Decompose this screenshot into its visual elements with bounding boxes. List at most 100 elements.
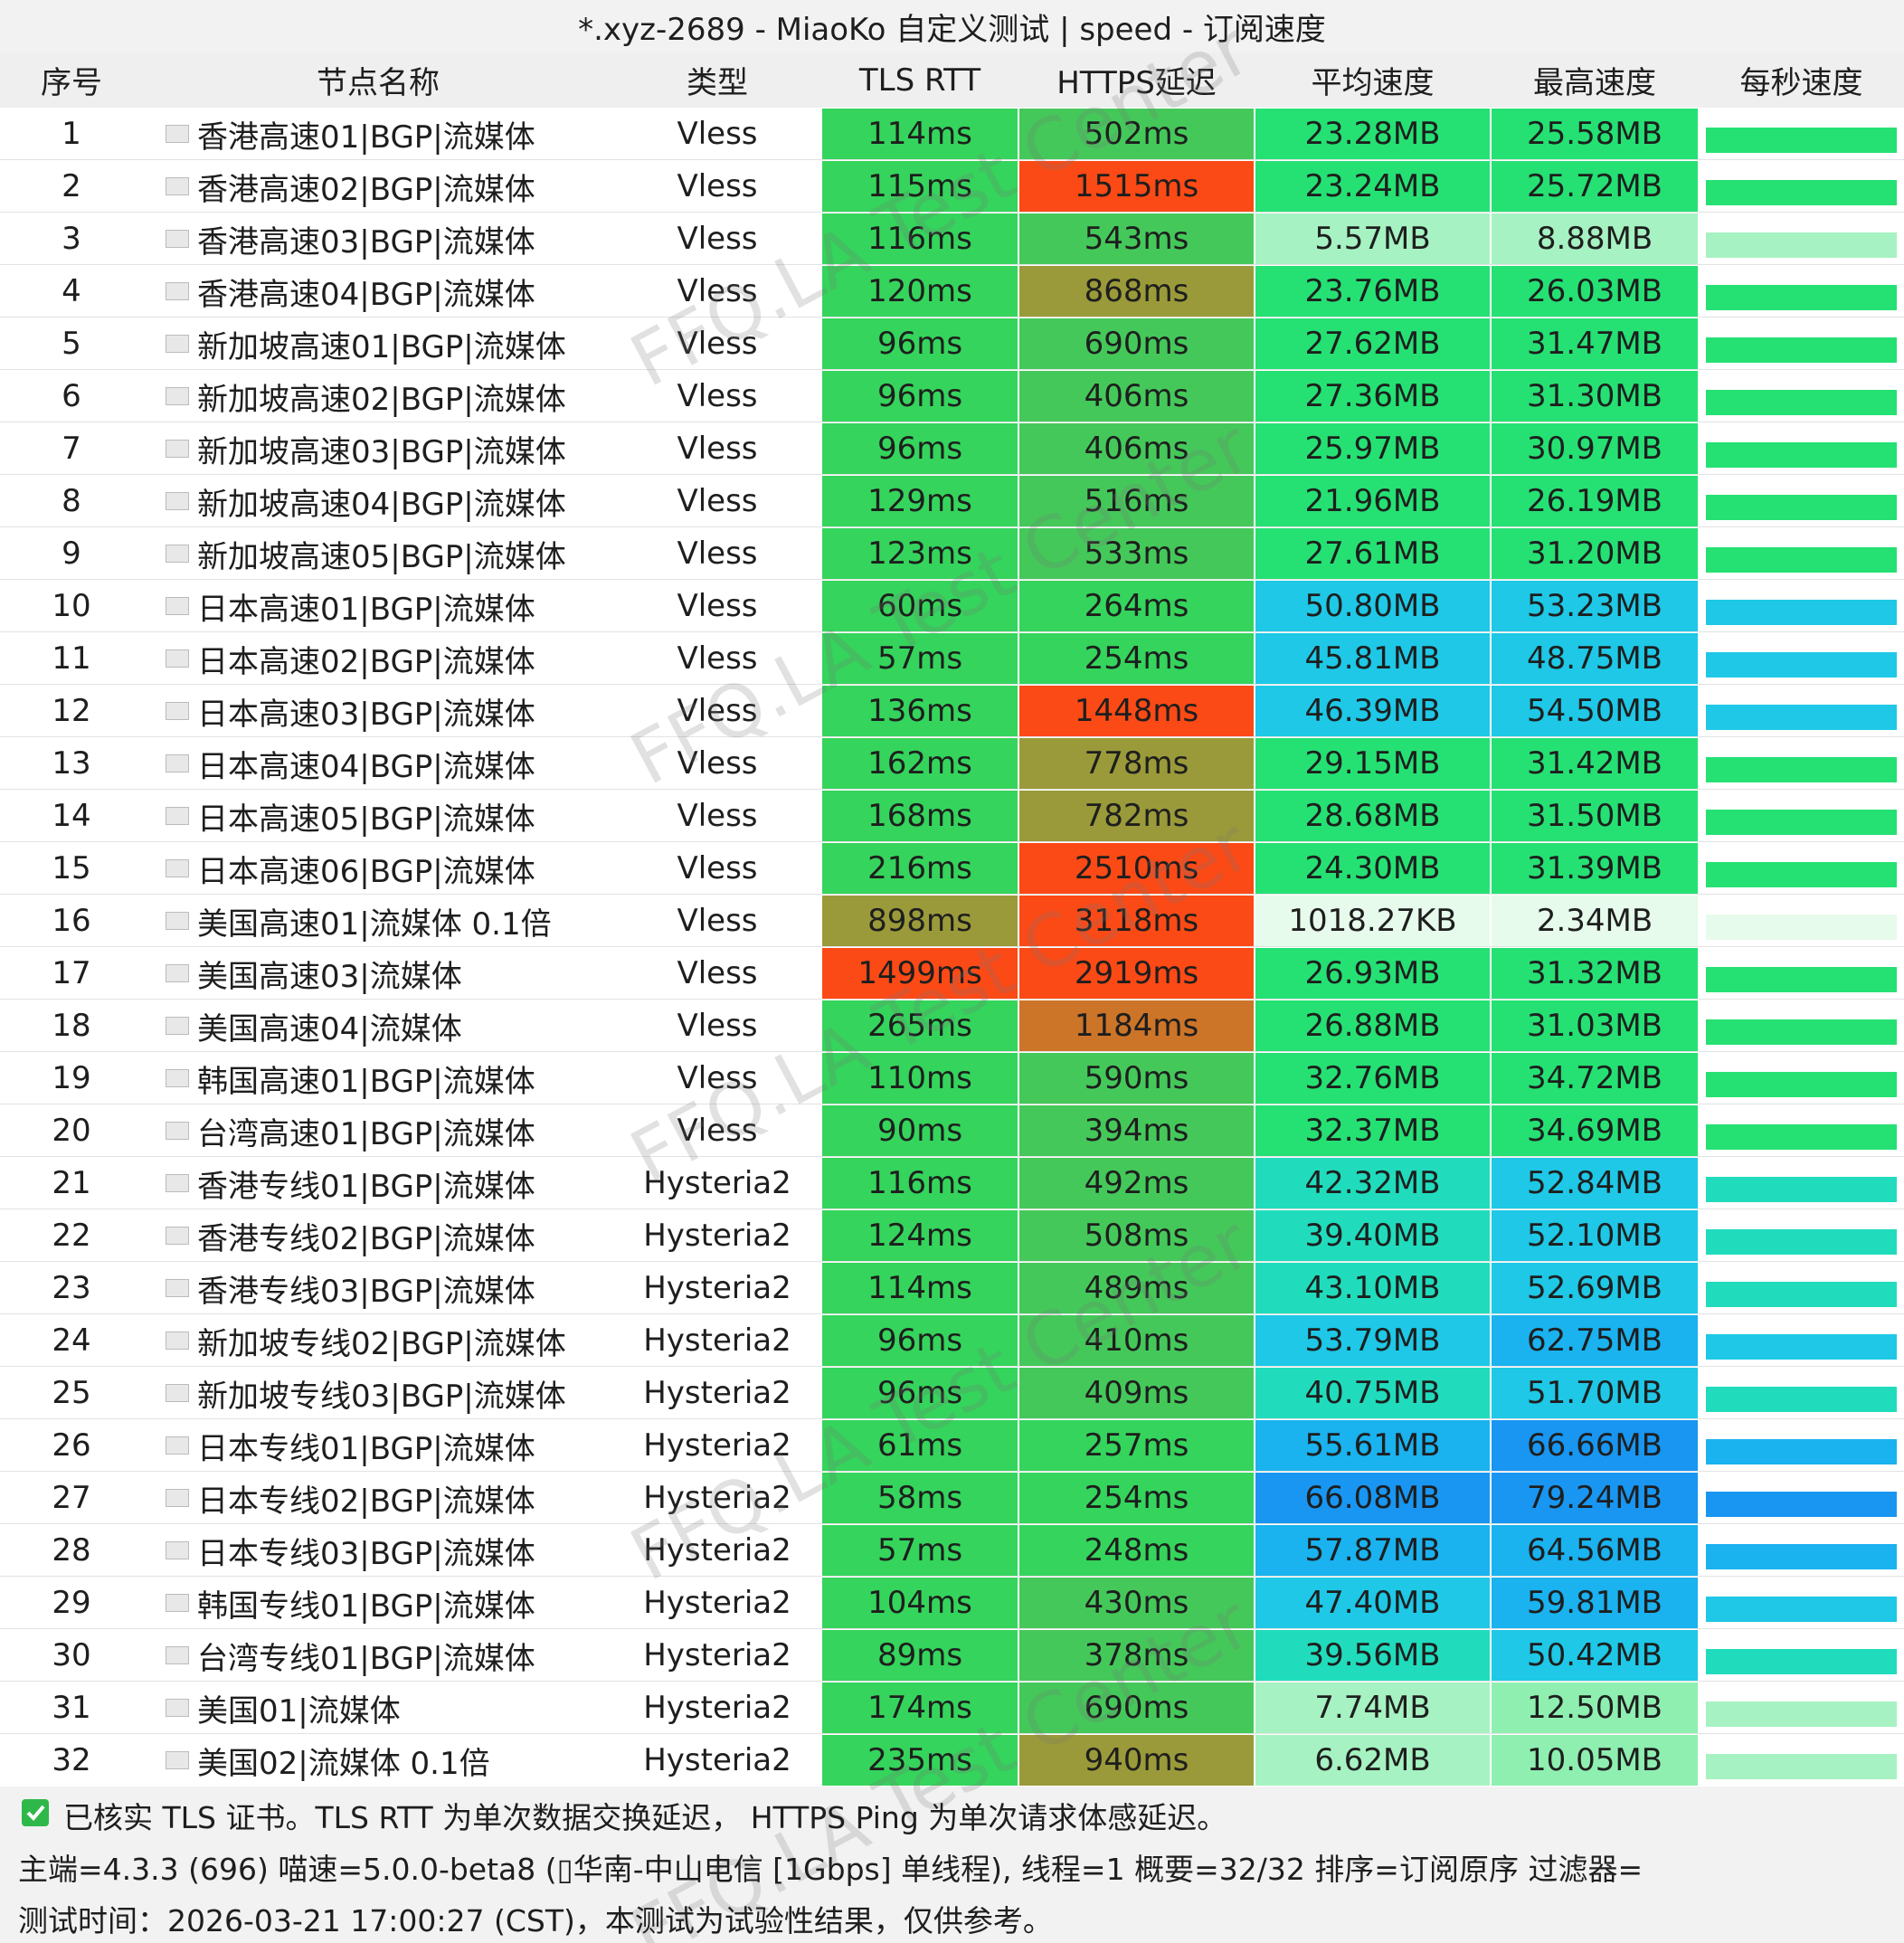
row-divider <box>0 1208 1904 1209</box>
metric-cell: 508ms <box>1019 1210 1254 1261</box>
metric-cell: 31.03MB <box>1492 1000 1698 1051</box>
metric-cell: 3118ms <box>1019 896 1254 946</box>
speed-graph <box>1706 1177 1897 1202</box>
metric-cell: 23.76MB <box>1255 266 1490 317</box>
protocol: Vless <box>613 213 821 264</box>
metric-cell: 59.81MB <box>1492 1578 1698 1628</box>
metric-cell: 50.42MB <box>1492 1630 1698 1681</box>
row-index: 17 <box>0 948 143 999</box>
row-divider <box>0 579 1904 580</box>
speed-graph <box>1706 1229 1897 1255</box>
metric-cell: 89ms <box>822 1630 1018 1681</box>
metric-cell: 378ms <box>1019 1630 1254 1681</box>
flag-icon <box>166 649 189 668</box>
metric-cell: 27.36MB <box>1255 371 1490 422</box>
metric-cell: 120ms <box>822 266 1018 317</box>
metric-cell: 114ms <box>822 1263 1018 1313</box>
row-divider <box>0 1313 1904 1314</box>
metric-cell: 66.08MB <box>1255 1473 1490 1523</box>
metric-cell: 31.32MB <box>1492 948 1698 999</box>
metric-cell: 45.81MB <box>1255 633 1490 684</box>
column-header: 类型 <box>613 52 821 108</box>
metric-cell: 31.47MB <box>1492 318 1698 369</box>
metric-cell: 30.97MB <box>1492 423 1698 474</box>
metric-cell: 25.97MB <box>1255 423 1490 474</box>
flag-icon <box>166 702 189 720</box>
metric-cell: 2510ms <box>1019 843 1254 894</box>
metric-cell: 264ms <box>1019 581 1254 631</box>
metric-cell: 90ms <box>822 1105 1018 1156</box>
row-divider <box>0 369 1904 370</box>
protocol: Vless <box>613 791 821 841</box>
flag-icon <box>166 1279 189 1297</box>
flag-icon <box>166 282 189 300</box>
speed-graph <box>1706 1019 1897 1045</box>
row-index: 19 <box>0 1053 143 1104</box>
metric-cell: 52.69MB <box>1492 1263 1698 1313</box>
node-name: 新加坡专线02|BGP|流媒体 <box>143 1315 613 1366</box>
protocol: Vless <box>613 843 821 894</box>
row-index: 22 <box>0 1210 143 1261</box>
row-divider <box>0 1733 1904 1734</box>
row-index: 12 <box>0 686 143 736</box>
node-name: 新加坡专线03|BGP|流媒体 <box>143 1368 613 1418</box>
metric-cell: 58ms <box>822 1473 1018 1523</box>
metric-cell: 394ms <box>1019 1105 1254 1156</box>
metric-cell: 25.58MB <box>1492 109 1698 159</box>
metric-cell: 47.40MB <box>1255 1578 1490 1628</box>
metric-cell: 5.57MB <box>1255 213 1490 264</box>
metric-cell: 66.66MB <box>1492 1420 1698 1471</box>
row-index: 21 <box>0 1158 143 1208</box>
row-divider <box>0 1366 1904 1367</box>
node-name: 新加坡高速01|BGP|流媒体 <box>143 318 613 369</box>
metric-cell: 79.24MB <box>1492 1473 1698 1523</box>
metric-cell: 533ms <box>1019 528 1254 579</box>
protocol: Vless <box>613 948 821 999</box>
metric-cell: 502ms <box>1019 109 1254 159</box>
node-name: 日本专线03|BGP|流媒体 <box>143 1525 613 1576</box>
metric-cell: 52.10MB <box>1492 1210 1698 1261</box>
metric-cell: 26.93MB <box>1255 948 1490 999</box>
metric-cell: 782ms <box>1019 791 1254 841</box>
metric-cell: 27.61MB <box>1255 528 1490 579</box>
protocol: Vless <box>613 109 821 159</box>
metric-cell: 265ms <box>822 1000 1018 1051</box>
protocol: Hysteria2 <box>613 1368 821 1418</box>
speed-graph <box>1706 1649 1897 1674</box>
protocol: Vless <box>613 1105 821 1156</box>
flag-icon <box>166 1594 189 1612</box>
column-header: 平均速度 <box>1255 52 1491 108</box>
row-index: 14 <box>0 791 143 841</box>
metric-cell: 116ms <box>822 213 1018 264</box>
node-name: 香港专线01|BGP|流媒体 <box>143 1158 613 1208</box>
metric-cell: 254ms <box>1019 1473 1254 1523</box>
metric-cell: 7.74MB <box>1255 1682 1490 1733</box>
metric-cell: 53.23MB <box>1492 581 1698 631</box>
metric-cell: 21.96MB <box>1255 476 1490 526</box>
row-divider <box>0 1576 1904 1577</box>
speed-graph <box>1706 705 1897 730</box>
column-header: 序号 <box>0 52 143 108</box>
node-name: 新加坡高速03|BGP|流媒体 <box>143 423 613 474</box>
metric-cell: 23.24MB <box>1255 161 1490 212</box>
flag-icon <box>166 964 189 982</box>
node-name: 香港专线03|BGP|流媒体 <box>143 1263 613 1313</box>
metric-cell: 257ms <box>1019 1420 1254 1471</box>
metric-cell: 124ms <box>822 1210 1018 1261</box>
protocol: Vless <box>613 476 821 526</box>
metric-cell: 48.75MB <box>1492 633 1698 684</box>
metric-cell: 57ms <box>822 1525 1018 1576</box>
metric-cell: 26.19MB <box>1492 476 1698 526</box>
protocol: Hysteria2 <box>613 1263 821 1313</box>
speed-graph <box>1706 1282 1897 1307</box>
row-index: 29 <box>0 1578 143 1628</box>
speed-graph <box>1706 390 1897 415</box>
metric-cell: 430ms <box>1019 1578 1254 1628</box>
node-name: 新加坡高速02|BGP|流媒体 <box>143 371 613 422</box>
row-divider <box>0 946 1904 947</box>
flag-icon <box>166 1384 189 1402</box>
metric-cell: 940ms <box>1019 1735 1254 1786</box>
metric-cell: 34.69MB <box>1492 1105 1698 1156</box>
metric-cell: 489ms <box>1019 1263 1254 1313</box>
